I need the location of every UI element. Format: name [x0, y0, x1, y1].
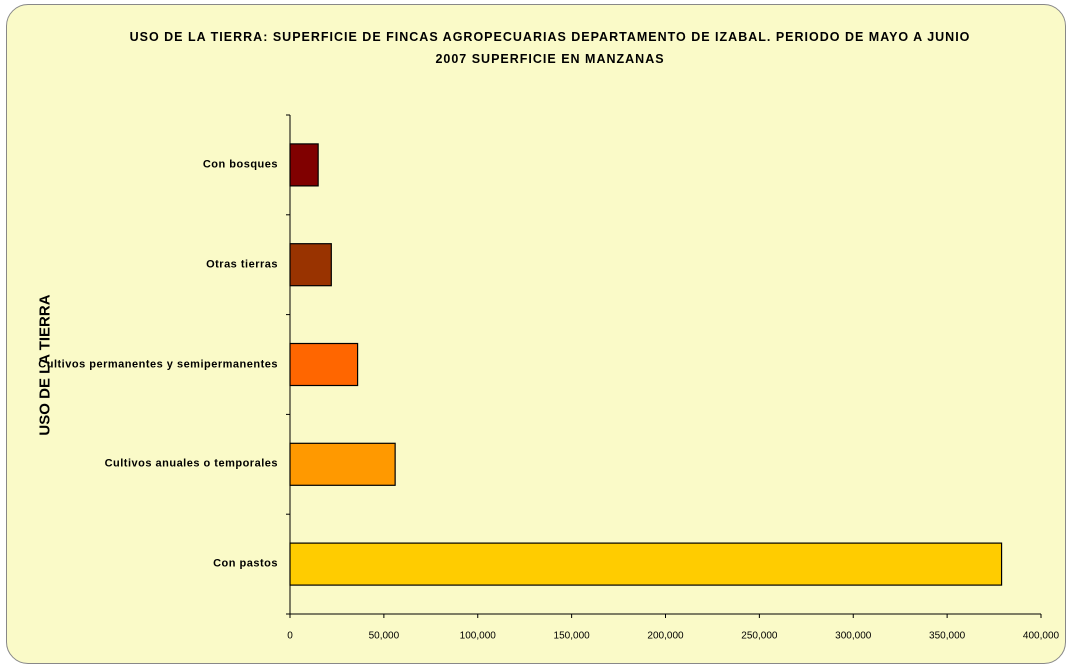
x-tick-label: 150,000	[554, 631, 591, 642]
bar	[289, 143, 319, 187]
bar	[289, 243, 332, 287]
x-tick-label: 400,000	[1023, 631, 1060, 642]
y-tick-label: Con pastos	[213, 557, 278, 570]
x-tick-label: 350,000	[929, 631, 966, 642]
y-tick-label: Con bosques	[202, 158, 278, 171]
x-tick-label: 250,000	[741, 631, 778, 642]
x-tick-label: 100,000	[460, 631, 497, 642]
y-tick-label: Otras tierras	[206, 258, 278, 271]
bar	[289, 442, 396, 486]
chart-title: USO DE LA TIERRA: SUPERFICIE DE FINCAS A…	[129, 30, 971, 66]
x-tick-label: 300,000	[835, 631, 872, 642]
x-tick-label: 200,000	[647, 631, 684, 642]
y-tick-label: Cultivos permanentes y semipermanentes	[38, 358, 278, 370]
x-tick-label: 50,000	[369, 631, 400, 642]
bar	[289, 542, 1003, 586]
bar	[289, 342, 359, 387]
y-tick-label: Cultivos anuales o temporales	[104, 457, 278, 470]
x-tick-label: 0	[287, 631, 293, 642]
